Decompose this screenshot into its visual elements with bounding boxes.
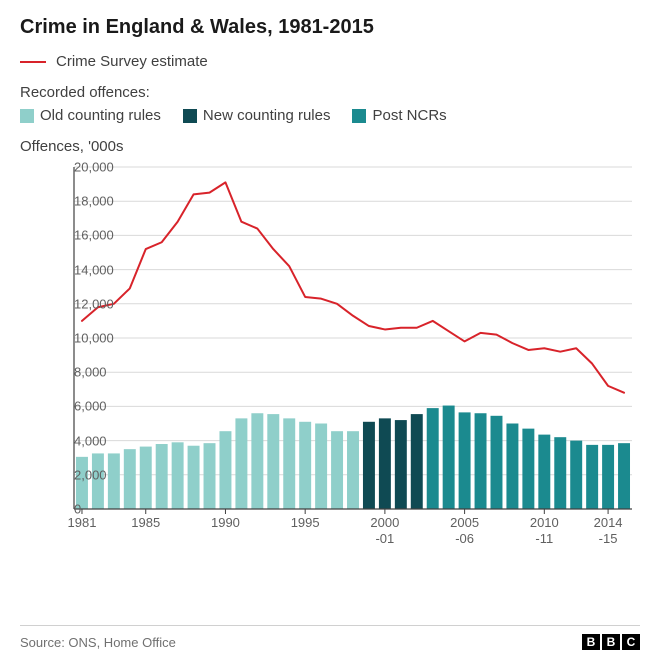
x-tick-label: 2014-15 bbox=[594, 509, 623, 546]
x-tick-label: 2000-01 bbox=[370, 509, 399, 546]
legend-label-new: New counting rules bbox=[203, 107, 331, 124]
x-tick-label: 1990 bbox=[211, 509, 240, 531]
y-tick-label: 8,000 bbox=[74, 365, 82, 380]
legend-line-series: Crime Survey estimate bbox=[20, 53, 640, 70]
recorded-offences-label: Recorded offences: bbox=[20, 84, 640, 101]
legend-label-post: Post NCRs bbox=[372, 107, 446, 124]
x-tick-label: 2010-11 bbox=[530, 509, 559, 546]
bbc-logo-c: C bbox=[622, 634, 640, 650]
x-tick-label: 1981 bbox=[68, 509, 97, 531]
chart-area: 02,0004,0006,0008,00010,00012,00014,0001… bbox=[20, 161, 636, 551]
bbc-logo-b2: B bbox=[602, 634, 620, 650]
legend-label-old: Old counting rules bbox=[40, 107, 161, 124]
y-axis-title: Offences, '000s bbox=[20, 138, 640, 155]
y-tick-label: 2,000 bbox=[74, 467, 82, 482]
footer: Source: ONS, Home Office B B C bbox=[20, 625, 640, 650]
y-tick-label: 18,000 bbox=[74, 194, 82, 209]
y-tick-label: 6,000 bbox=[74, 399, 82, 414]
y-tick-label: 16,000 bbox=[74, 228, 82, 243]
chart-title: Crime in England & Wales, 1981-2015 bbox=[20, 16, 640, 39]
x-tick-label: 2005-06 bbox=[450, 509, 479, 546]
legend-item-new: New counting rules bbox=[183, 107, 331, 124]
chart-svg bbox=[20, 161, 636, 551]
bbc-logo-b1: B bbox=[582, 634, 600, 650]
legend-row: Old counting rules New counting rules Po… bbox=[20, 107, 640, 124]
legend-swatch-post bbox=[352, 109, 366, 123]
x-tick-label: 1995 bbox=[291, 509, 320, 531]
legend-line-dash bbox=[20, 61, 46, 63]
bbc-logo: B B C bbox=[582, 634, 640, 650]
y-tick-label: 14,000 bbox=[74, 262, 82, 277]
source-text: Source: ONS, Home Office bbox=[20, 635, 176, 650]
legend-item-old: Old counting rules bbox=[20, 107, 161, 124]
y-tick-label: 20,000 bbox=[74, 160, 82, 175]
y-tick-label: 10,000 bbox=[74, 331, 82, 346]
x-tick-label: 1985 bbox=[131, 509, 160, 531]
legend-swatch-new bbox=[183, 109, 197, 123]
y-tick-label: 4,000 bbox=[74, 433, 82, 448]
y-tick-label: 12,000 bbox=[74, 296, 82, 311]
legend-line-label: Crime Survey estimate bbox=[56, 53, 208, 70]
legend-swatch-old bbox=[20, 109, 34, 123]
legend-item-post: Post NCRs bbox=[352, 107, 446, 124]
